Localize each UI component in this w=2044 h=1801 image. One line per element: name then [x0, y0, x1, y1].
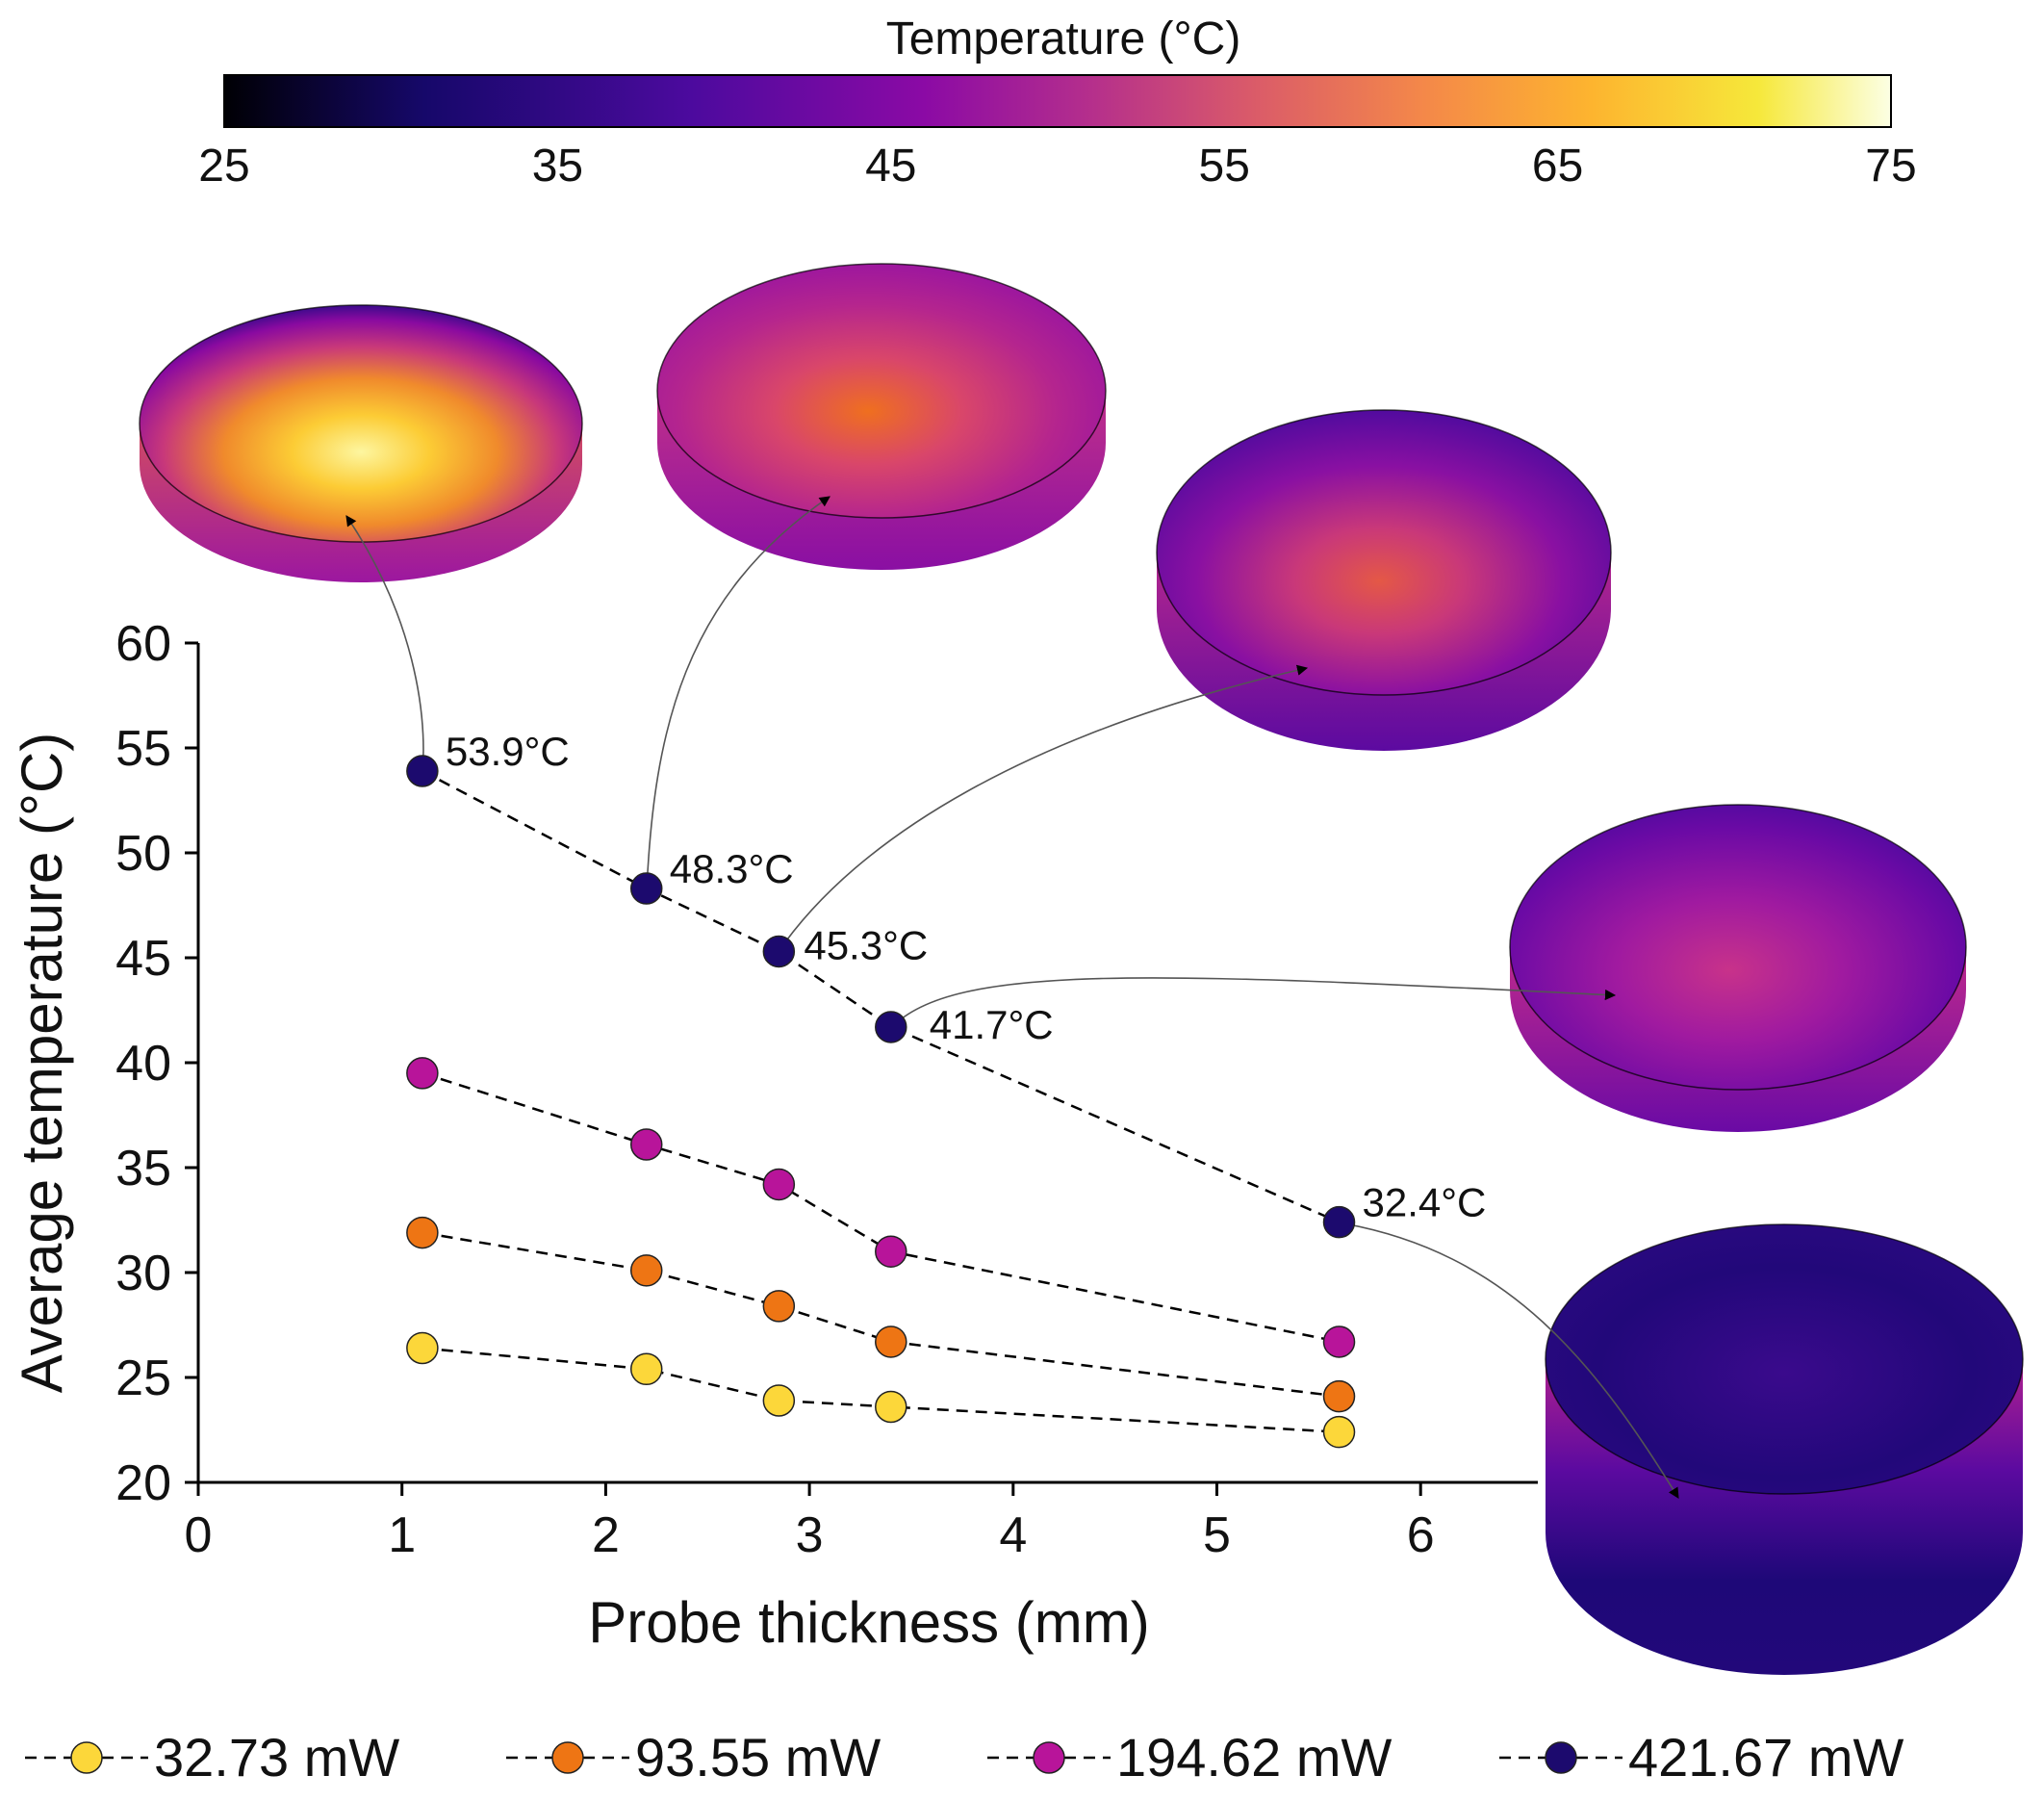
probe-render-3 [1156, 409, 1612, 751]
colorbar: Temperature (°C) 25 35 45 55 65 75 [198, 13, 1916, 192]
value-annotation: 32.4°C [1363, 1180, 1487, 1225]
data-point [762, 935, 796, 968]
series-1 [406, 1216, 1356, 1413]
value-annotation: 45.3°C [804, 922, 928, 967]
y-tick-label: 60 [115, 616, 171, 672]
x-tick-label: 3 [796, 1507, 824, 1563]
colorbar-title: Temperature (°C) [886, 13, 1241, 64]
legend-label: 32.73 mW [154, 1727, 399, 1788]
series-2 [406, 1057, 1356, 1358]
probe-render-5 [1545, 1223, 2024, 1675]
arrow-4 [890, 977, 1617, 1029]
data-point [875, 1011, 907, 1043]
data-point [1322, 1379, 1356, 1413]
data-point [1322, 1415, 1356, 1449]
data-point [1322, 1205, 1356, 1239]
data-point [406, 1216, 439, 1249]
data-point [1322, 1325, 1356, 1358]
x-tick-label: 2 [592, 1507, 620, 1563]
data-point [875, 1325, 907, 1358]
legend-item: 32.73 mW [25, 1727, 399, 1788]
y-tick-label: 30 [115, 1246, 171, 1301]
arrow-5 [1337, 1222, 1679, 1499]
data-point [629, 1352, 663, 1386]
colorbar-tick-label: 45 [865, 141, 916, 192]
legend-marker [551, 1741, 584, 1774]
arrow-1 [345, 515, 424, 775]
legend-item: 93.55 mW [506, 1727, 881, 1788]
probe-render-2 [656, 263, 1107, 570]
y-tick-label: 20 [115, 1455, 171, 1511]
value-annotation: 53.9°C [446, 729, 570, 774]
data-point [762, 1290, 796, 1323]
x-tick-label: 4 [999, 1507, 1027, 1563]
value-annotation: 41.7°C [930, 1002, 1054, 1047]
legend-label: 421.67 mW [1628, 1727, 1903, 1788]
data-point [406, 1331, 439, 1365]
y-tick-label: 25 [115, 1351, 171, 1406]
data-point [762, 1168, 796, 1201]
data-point [406, 755, 439, 787]
value-annotation: 48.3°C [670, 846, 794, 891]
colorbar-tick-label: 55 [1199, 141, 1250, 192]
colorbar-tick-label: 25 [198, 141, 249, 192]
legend-item: 421.67 mW [1499, 1727, 1903, 1788]
data-point [762, 1384, 796, 1417]
series-line [422, 769, 1341, 1223]
probe-render-4 [1509, 804, 1967, 1132]
legend-marker [1545, 1741, 1577, 1774]
legend-label: 93.55 mW [635, 1727, 881, 1788]
data-point [629, 1128, 663, 1161]
x-tick-label: 1 [388, 1507, 416, 1563]
y-tick-label: 40 [115, 1036, 171, 1092]
colorbar-tick-label: 75 [1865, 141, 1916, 192]
x-tick-label: 6 [1407, 1507, 1435, 1563]
legend-marker [70, 1741, 103, 1774]
legend-item: 194.62 mW [987, 1727, 1392, 1788]
x-tick-label: 0 [185, 1507, 213, 1563]
data-point [875, 1235, 907, 1268]
arrow-3 [777, 664, 1309, 954]
y-tick-label: 55 [115, 721, 171, 777]
connector-arrows [345, 496, 1679, 1499]
colorbar-gradient [223, 74, 1892, 128]
colorbar-tick-label: 35 [532, 141, 583, 192]
probe-render-1 [139, 304, 583, 582]
arrow-2 [646, 496, 830, 890]
series-0 [406, 1331, 1356, 1449]
colorbar-tick-label: 65 [1532, 141, 1583, 192]
data-point [629, 1254, 663, 1287]
legend: 32.73 mW 93.55 mW 194.62 mW 421.67 mW [25, 1727, 1903, 1788]
x-axis-label: Probe thickness (mm) [588, 1590, 1149, 1655]
y-axis-label: Average temperature (°C) [10, 733, 74, 1394]
x-tick-label: 5 [1203, 1507, 1231, 1563]
y-tick-label: 50 [115, 826, 171, 882]
series-line [422, 1071, 1340, 1344]
y-tick-label: 35 [115, 1141, 171, 1196]
data-point [406, 1057, 439, 1090]
data-point [875, 1390, 907, 1424]
legend-label: 194.62 mW [1116, 1727, 1392, 1788]
legend-marker [1033, 1741, 1065, 1774]
y-tick-label: 45 [115, 931, 171, 987]
data-point [629, 872, 663, 905]
series-3 [406, 755, 1356, 1239]
series-line [422, 1347, 1340, 1433]
